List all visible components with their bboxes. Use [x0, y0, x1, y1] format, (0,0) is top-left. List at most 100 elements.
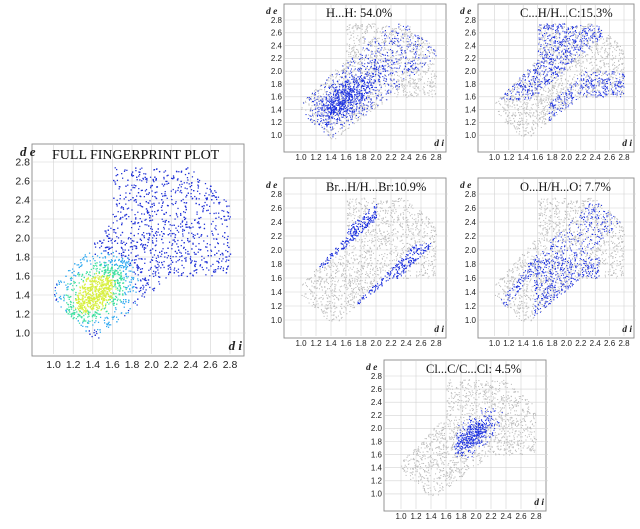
- scatter-point-background: [390, 83, 392, 85]
- scatter-point-background: [340, 102, 342, 104]
- scatter-point-background: [365, 32, 367, 35]
- scatter-point-background: [381, 58, 383, 60]
- scatter-point: [143, 286, 145, 288]
- scatter-point: [101, 280, 103, 282]
- scatter-point: [115, 292, 117, 295]
- scatter-point-background: [381, 39, 383, 41]
- scatter-point: [67, 313, 69, 315]
- scatter-point: [90, 294, 92, 296]
- scatter-point-background: [432, 52, 434, 54]
- scatter-point: [78, 322, 81, 324]
- scatter-point: [71, 313, 73, 316]
- scatter-point: [125, 267, 128, 269]
- scatter-point: [121, 242, 123, 245]
- scatter-point: [97, 304, 99, 306]
- scatter-point: [103, 308, 105, 310]
- scatter-point: [113, 273, 115, 275]
- scatter-point: [114, 264, 116, 266]
- scatter-point-background: [409, 26, 411, 28]
- scatter-point: [164, 252, 166, 254]
- scatter-point: [332, 101, 335, 103]
- scatter-point-background: [358, 55, 360, 57]
- scatter-point: [185, 206, 187, 209]
- scatter-point: [198, 217, 201, 220]
- scatter-point: [398, 32, 400, 34]
- scatter-point: [153, 270, 155, 272]
- scatter-point-background: [399, 28, 401, 30]
- scatter-point: [344, 94, 346, 96]
- scatter-point: [116, 256, 118, 258]
- scatter-point: [101, 301, 104, 303]
- scatter-point: [226, 238, 228, 240]
- scatter-point: [128, 299, 130, 301]
- scatter-point: [227, 212, 230, 214]
- scatter-point: [365, 114, 367, 116]
- scatter-point: [401, 70, 403, 72]
- scatter-point-background: [405, 32, 407, 34]
- scatter-point-background: [326, 94, 328, 96]
- scatter-point: [109, 295, 112, 297]
- scatter-point: [140, 280, 142, 282]
- scatter-point: [71, 272, 73, 274]
- scatter-point: [382, 31, 384, 33]
- scatter-point: [380, 86, 382, 88]
- scatter-point: [325, 115, 327, 117]
- scatter-point: [339, 84, 341, 86]
- scatter-point: [223, 215, 226, 218]
- scatter-point-background: [420, 43, 423, 45]
- scatter-point: [91, 295, 93, 297]
- scatter-point-background: [348, 45, 350, 48]
- scatter-point-background: [359, 81, 361, 83]
- scatter-point-background: [343, 77, 345, 79]
- scatter-point: [73, 274, 75, 277]
- scatter-point: [133, 271, 135, 273]
- scatter-point-background: [386, 83, 389, 85]
- scatter-point: [347, 104, 349, 106]
- scatter-point: [91, 278, 93, 280]
- scatter-point-background: [365, 29, 367, 31]
- scatter-point: [183, 246, 185, 249]
- scatter-point: [155, 197, 158, 200]
- scatter-point: [120, 254, 123, 257]
- scatter-point: [95, 286, 97, 289]
- scatter-point-background: [331, 138, 333, 140]
- scatter-point: [85, 286, 87, 289]
- scatter-point: [66, 289, 68, 291]
- scatter-point: [355, 110, 357, 112]
- scatter-point-background: [355, 113, 357, 115]
- scatter-point-background: [322, 111, 324, 113]
- scatter-point: [361, 96, 363, 98]
- scatter-point: [378, 78, 380, 81]
- scatter-point: [161, 238, 163, 241]
- scatter-point: [180, 170, 183, 172]
- scatter-point: [341, 95, 343, 97]
- scatter-point: [86, 299, 88, 301]
- scatter-point: [91, 285, 93, 288]
- scatter-point-background: [396, 74, 399, 76]
- scatter-point-background: [369, 44, 371, 46]
- scatter-point: [199, 193, 201, 195]
- scatter-point: [94, 334, 96, 336]
- scatter-point: [105, 296, 107, 298]
- scatter-point: [365, 104, 367, 106]
- scatter-point: [94, 276, 97, 278]
- scatter-point: [176, 170, 178, 173]
- scatter-point: [83, 302, 85, 304]
- scatter-point: [391, 52, 393, 54]
- scatter-point-background: [350, 103, 352, 105]
- scatter-point: [210, 223, 213, 225]
- scatter-point-background: [421, 38, 423, 41]
- scatter-point: [122, 267, 125, 269]
- scatter-point: [123, 303, 126, 305]
- scatter-point: [78, 275, 80, 277]
- scatter-point: [155, 177, 157, 180]
- scatter-point: [346, 91, 349, 93]
- scatter-point-background: [423, 86, 425, 88]
- scatter-point-background: [312, 112, 314, 114]
- scatter-point: [374, 61, 376, 63]
- scatter-point: [374, 38, 376, 40]
- scatter-point: [70, 282, 72, 285]
- scatter-point: [82, 301, 84, 303]
- scatter-point-background: [377, 90, 379, 92]
- scatter-point: [79, 273, 81, 276]
